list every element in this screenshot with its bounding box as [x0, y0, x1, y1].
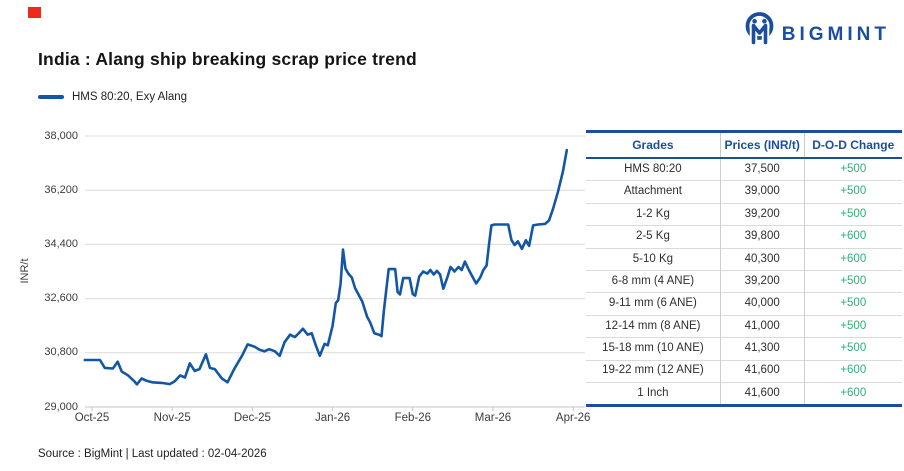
table-row: 1 Inch 41,600 +600: [586, 381, 902, 406]
grade-cell: 1 Inch: [586, 381, 721, 406]
price-cell: 39,200: [720, 202, 805, 226]
table-row: 19-22 mm (12 ANE) 41,600 +600: [586, 359, 902, 383]
price-cell: 40,000: [720, 292, 805, 316]
grade-cell: Attachment: [586, 180, 721, 204]
y-tick-label: 38,000: [44, 129, 78, 142]
x-tick-label: Jan-26: [315, 412, 351, 424]
price-cell: 40,300: [720, 247, 805, 271]
x-tick-label: Mar-26: [474, 412, 512, 424]
y-tick-label: 34,400: [44, 237, 78, 250]
grade-cell: 19-22 mm (12 ANE): [586, 359, 721, 383]
grades-price-table: Grades Prices (INR/t) D-O-D Change HMS 8…: [586, 130, 902, 408]
x-tick-label: Apr-26: [555, 412, 591, 424]
legend-line-swatch: [38, 95, 64, 99]
grade-cell: 2-5 Kg: [586, 225, 721, 249]
bigmint-logo-text: BIGMINT: [781, 23, 890, 45]
x-tick-label: Feb-26: [394, 412, 432, 424]
table-row: 12-14 mm (8 ANE) 41,000 +500: [586, 314, 902, 338]
x-tick-label: Dec-25: [233, 412, 271, 424]
change-cell: +600: [804, 247, 902, 271]
grade-cell: 5-10 Kg: [586, 247, 721, 271]
grade-cell: 9-11 mm (6 ANE): [586, 292, 721, 316]
table-row: 1-2 Kg 39,200 +500: [586, 202, 902, 226]
price-cell: 39,000: [720, 180, 805, 204]
change-cell: +500: [804, 292, 902, 316]
table-row: Attachment 39,000 +500: [586, 180, 902, 204]
table-row: HMS 80:20 37,500 +500: [586, 158, 902, 181]
price-cell: 41,300: [720, 337, 805, 361]
price-trend-line: [83, 148, 569, 386]
price-cell: 41,600: [720, 381, 805, 406]
y-tick-label: 29,000: [44, 400, 78, 413]
bigmint-logo: BIGMINT: [744, 11, 890, 53]
price-cell: 37,500: [720, 158, 805, 181]
x-tick-label: Oct-25: [74, 412, 110, 424]
table-header-row: Grades Prices (INR/t) D-O-D Change: [586, 131, 902, 159]
col-header-prices: Prices (INR/t): [720, 131, 805, 159]
table-row: 9-11 mm (6 ANE) 40,000 +500: [586, 292, 902, 316]
price-cell: 39,200: [720, 269, 805, 293]
source-line: Source : BigMint | Last updated : 02-04-…: [38, 448, 267, 460]
change-cell: +600: [804, 381, 902, 406]
price-cell: 41,000: [720, 314, 805, 338]
price-cell: 39,800: [720, 225, 805, 249]
grade-cell: 6-8 mm (4 ANE): [586, 269, 721, 293]
y-tick-label: 30,800: [44, 346, 78, 359]
table-row: 15-18 mm (10 ANE) 41,300 +500: [586, 337, 902, 361]
legend-label: HMS 80:20, Exy Alang: [72, 91, 188, 103]
change-cell: +600: [804, 225, 902, 249]
col-header-change: D-O-D Change: [804, 131, 902, 159]
grade-cell: 1-2 Kg: [586, 202, 721, 226]
price-cell: 41,600: [720, 359, 805, 383]
change-cell: +500: [804, 337, 902, 361]
col-header-grades: Grades: [586, 131, 721, 159]
y-tick-label: 32,600: [44, 292, 78, 305]
table-row: 6-8 mm (4 ANE) 39,200 +500: [586, 269, 902, 293]
page-title: India : Alang ship breaking scrap price …: [38, 49, 417, 69]
change-cell: +500: [840, 162, 867, 175]
red-square-marker: [28, 7, 41, 18]
change-cell: +500: [804, 180, 902, 204]
bigmint-logo-icon: [744, 11, 775, 53]
table-row: 5-10 Kg 40,300 +600: [586, 247, 902, 271]
y-axis-title: INR/t: [19, 258, 31, 284]
y-tick-label: 36,200: [44, 183, 78, 196]
x-tick-label: Nov-25: [153, 412, 191, 424]
grade-cell: HMS 80:20: [586, 158, 721, 181]
change-cell: +500: [804, 314, 902, 338]
chart-legend: HMS 80:20, Exy Alang: [38, 91, 187, 103]
change-cell: +600: [804, 359, 902, 383]
grade-cell: 15-18 mm (10 ANE): [586, 337, 721, 361]
change-cell: +500: [804, 269, 902, 293]
table-row: 2-5 Kg 39,800 +600: [586, 225, 902, 249]
change-cell: +500: [804, 202, 902, 226]
grade-cell: 12-14 mm (8 ANE): [586, 314, 721, 338]
